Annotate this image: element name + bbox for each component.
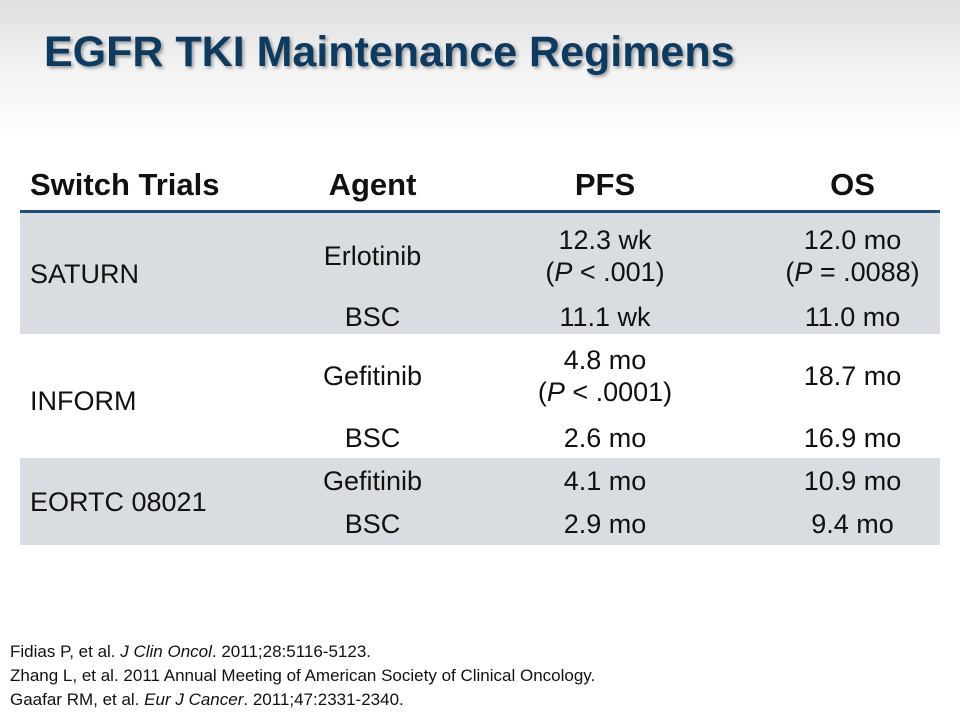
- agent-cell: BSC: [300, 299, 445, 334]
- agent-cell: Gefitinib: [300, 458, 445, 503]
- os-value: 12.0 mo: [803, 225, 902, 255]
- table-row: EORTC 08021 Gefitinib 4.1 mo 10.9 mo: [20, 458, 940, 545]
- reference-line: Gaafar RM, et al. Eur J Cancer. 2011;47:…: [10, 688, 595, 712]
- table-row: BSC 2.6 mo 16.9 mo: [20, 418, 940, 458]
- header-os: OS: [765, 160, 940, 213]
- trials-table: Switch Trials Agent PFS OS SATURN Erloti…: [20, 160, 940, 545]
- pfs-value: 4.8 mo: [563, 345, 647, 375]
- pfs-cell: 2.6 mo: [563, 423, 647, 453]
- pfs-cell: 11.1 wk: [445, 299, 765, 334]
- trial-name-eortc: EORTC 08021: [20, 458, 300, 545]
- os-cell: 11.0 mo: [765, 299, 940, 334]
- reference-text: Fidias P, et al.: [10, 642, 121, 661]
- os-p-value: (P = .0088): [785, 257, 920, 287]
- pfs-cell: 4.8 mo (P < .0001): [445, 334, 765, 418]
- header-switch-trials: Switch Trials: [20, 160, 300, 213]
- pfs-cell: 12.3 wk (P < .001): [445, 211, 765, 299]
- references: Fidias P, et al. J Clin Oncol. 2011;28:5…: [10, 640, 595, 712]
- header-pfs: PFS: [445, 160, 765, 213]
- os-cell: 10.9 mo: [765, 458, 940, 503]
- pfs-cell: 2.9 mo: [445, 503, 765, 545]
- pfs-p-value: (P < .0001): [537, 377, 673, 407]
- pfs-cell: 4.1 mo: [445, 458, 765, 503]
- reference-line: Zhang L, et al. 2011 Annual Meeting of A…: [10, 664, 595, 688]
- table-row: INFORM Gefitinib 4.8 mo (P < .0001) 18.7…: [20, 334, 940, 418]
- reference-text: . 2011;47:2331-2340.: [243, 690, 404, 709]
- table-row: BSC 11.1 wk 11.0 mo: [20, 299, 940, 334]
- os-cell: 12.0 mo (P = .0088): [765, 211, 940, 299]
- agent-cell: Gefitinib: [322, 361, 423, 391]
- trial-name-inform: INFORM: [30, 386, 137, 416]
- pfs-value: 12.3 wk: [558, 225, 652, 255]
- os-cell: 16.9 mo: [803, 423, 902, 453]
- reference-line: Fidias P, et al. J Clin Oncol. 2011;28:5…: [10, 640, 595, 664]
- agent-cell: BSC: [344, 423, 401, 453]
- slide-title: EGFR TKI Maintenance Regimens: [44, 28, 735, 76]
- table-header-row: Switch Trials Agent PFS OS: [20, 160, 940, 213]
- reference-text: Gaafar RM, et al.: [10, 690, 145, 709]
- os-cell: 18.7 mo: [803, 361, 902, 391]
- table-row: SATURN Erlotinib 12.3 wk (P < .001) 12.0…: [20, 211, 940, 334]
- os-cell: 9.4 mo: [765, 503, 940, 545]
- table-row: BSC 2.9 mo 9.4 mo: [20, 503, 940, 545]
- header-agent: Agent: [300, 160, 445, 213]
- reference-journal: Eur J Cancer: [144, 690, 244, 709]
- reference-text: . 2011;28:5116-5123.: [211, 642, 372, 661]
- reference-text: Zhang L, et al. 2011 Annual Meeting of A…: [10, 666, 596, 685]
- agent-cell: Erlotinib: [300, 211, 445, 299]
- trial-name-saturn: SATURN: [20, 211, 300, 334]
- pfs-p-value: (P < .001): [545, 257, 665, 287]
- agent-cell: BSC: [300, 503, 445, 545]
- reference-journal: J Clin Oncol: [120, 642, 212, 661]
